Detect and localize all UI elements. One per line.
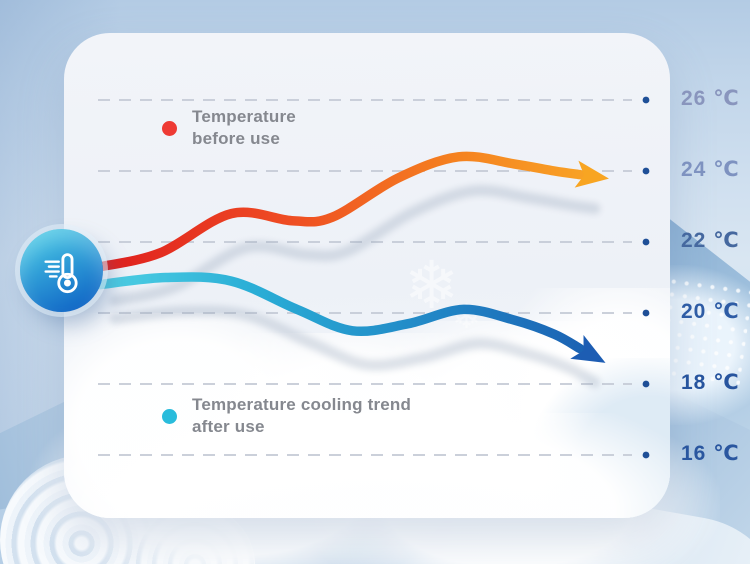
axis-tick-label-26c: 26 ℃ <box>681 87 740 110</box>
legend-after-use: Temperature cooling trend after use <box>162 394 411 438</box>
axis-tick-label-22c: 22 ℃ <box>681 229 740 252</box>
legend-line: Temperature cooling trend <box>192 395 412 414</box>
legend-before-use-label: Temperature before use <box>192 106 296 150</box>
axis-tick-label-16c: 16 ℃ <box>681 442 740 465</box>
legend-line: before use <box>192 129 280 148</box>
axis-tick-label-18c: 18 ℃ <box>681 371 740 394</box>
cloud-blob <box>64 413 670 518</box>
legend-dot-red <box>162 120 177 136</box>
legend-line: after use <box>192 417 265 436</box>
thermometer-icon <box>43 252 78 293</box>
chart-card <box>64 33 670 518</box>
legend-after-use-label: Temperature cooling trend after use <box>192 394 411 438</box>
legend-line: Temperature <box>192 107 296 126</box>
thermometer-badge <box>20 229 103 312</box>
axis-tick-label-20c: 20 ℃ <box>681 300 740 323</box>
legend-before-use: Temperature before use <box>162 106 296 150</box>
legend-dot-cyan <box>162 408 177 424</box>
axis-tick-label-24c: 24 ℃ <box>681 158 740 181</box>
snowflake-watermark-icon: ❄ <box>452 298 481 336</box>
